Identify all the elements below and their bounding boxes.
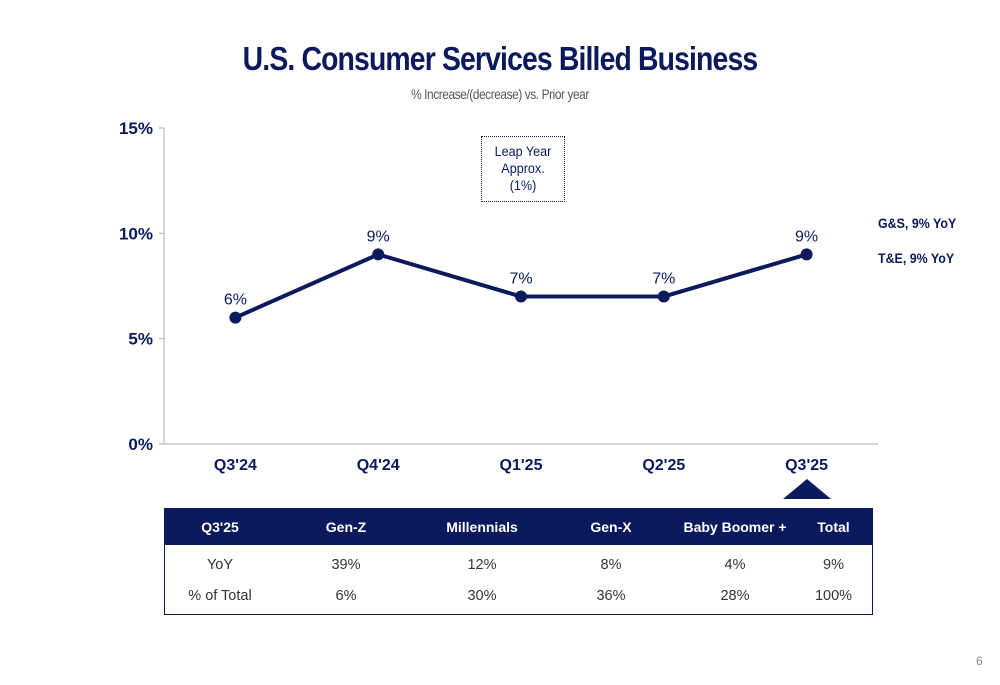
- side-label-gs: G&S, 9% YoY: [878, 216, 957, 231]
- annotation-line-2: Approx.: [501, 160, 545, 176]
- leap-year-annotation: Leap Year Approx. (1%): [481, 136, 565, 202]
- y-axis-ticks: 0% 5% 10% 15%: [119, 119, 164, 454]
- data-point: [800, 248, 813, 261]
- table-cell: 39%: [331, 556, 361, 573]
- x-tick-label: Q3'25: [785, 457, 828, 474]
- table-header-cell: Gen-Z: [325, 518, 367, 535]
- data-label: 9%: [795, 228, 818, 245]
- table-row: YoY 39% 12% 8% 4% 9%: [165, 549, 872, 580]
- generation-table: Q3'25 Gen-Z Millennials Gen-X Baby Boome…: [164, 508, 873, 615]
- table-header-cell: Gen-X: [590, 518, 632, 535]
- data-label: 7%: [509, 271, 532, 288]
- page-number: 6: [976, 654, 983, 668]
- table-row: % of Total 6% 30% 36% 28% 100%: [165, 580, 872, 611]
- table-cell: 12%: [467, 556, 497, 573]
- annotation-line-1: Leap Year: [494, 143, 552, 159]
- annotation-line-3: (1%): [509, 177, 537, 193]
- y-tick-label: 10%: [119, 224, 153, 243]
- table-cell: 30%: [467, 587, 497, 604]
- highlight-triangle-icon: [783, 479, 831, 499]
- data-label: 6%: [224, 292, 247, 309]
- table-header-cell: Total: [817, 518, 850, 535]
- page-subtitle: % Increase/(decrease) vs. Prior year: [411, 86, 589, 102]
- data-point: [657, 290, 670, 303]
- table-cell: 36%: [596, 587, 626, 604]
- data-labels: 6% 9% 7% 7% 9%: [224, 228, 818, 308]
- table-cell: 6%: [335, 587, 357, 604]
- data-label: 7%: [652, 271, 675, 288]
- table-header-cell: Baby Boomer +: [683, 518, 787, 535]
- y-tick-label: 5%: [128, 330, 153, 349]
- x-tick-label: Q2'25: [642, 457, 685, 474]
- x-tick-label: Q1'25: [500, 457, 543, 474]
- table-cell: 4%: [724, 556, 746, 573]
- table-cell: 100%: [814, 587, 853, 604]
- x-axis-ticks: Q3'24 Q4'24 Q1'25 Q2'25 Q3'25: [214, 457, 828, 474]
- table-cell: 9%: [823, 556, 844, 573]
- page-title: U.S. Consumer Services Billed Business: [242, 40, 759, 77]
- chart-axes: [163, 128, 878, 445]
- data-points: [229, 248, 813, 324]
- data-point: [515, 290, 527, 303]
- table-cell: 8%: [600, 556, 622, 573]
- side-label-te: T&E, 9% YoY: [878, 251, 955, 266]
- x-tick-label: Q3'24: [214, 457, 257, 474]
- data-point: [372, 248, 385, 261]
- table-header-cell: Millennials: [446, 518, 518, 535]
- table-cell: 28%: [720, 587, 750, 604]
- data-label: 9%: [367, 228, 390, 245]
- table-cell: YoY: [206, 556, 234, 573]
- table-cell: % of Total: [188, 587, 252, 604]
- y-tick-label: 0%: [128, 435, 153, 454]
- y-tick-label: 15%: [119, 119, 153, 138]
- x-tick-label: Q4'24: [357, 457, 400, 474]
- data-point: [229, 311, 242, 324]
- table-header-row: Q3'25 Gen-Z Millennials Gen-X Baby Boome…: [165, 508, 872, 545]
- table-header-cell: Q3'25: [201, 518, 239, 535]
